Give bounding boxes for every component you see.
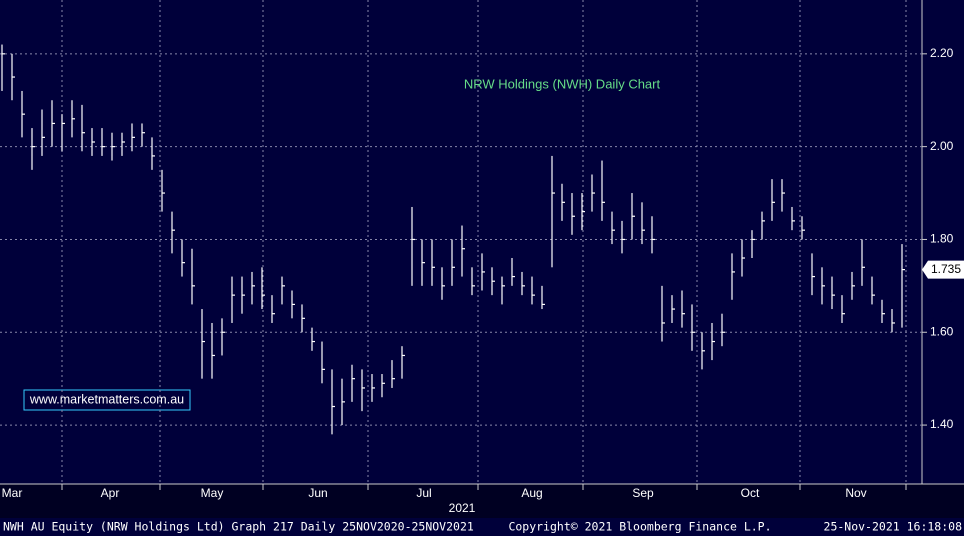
x-tick-label: Nov — [845, 486, 866, 500]
x-tick-label: Apr — [101, 486, 120, 500]
last-price-label: 1.735 — [931, 262, 961, 276]
y-tick-label: 1.80 — [930, 232, 954, 246]
last-price-box — [922, 260, 964, 279]
footer-center: Copyright© 2021 Bloomberg Finance L.P. — [508, 520, 771, 534]
y-tick-label: 2.20 — [930, 46, 954, 60]
footer-left: NWH AU Equity (NRW Holdings Ltd) Graph 2… — [3, 520, 474, 534]
x-tick-label: Jun — [308, 486, 327, 500]
x-tick-label: Mar — [2, 486, 23, 500]
chart-title: NRW Holdings (NWH) Daily Chart — [464, 76, 661, 91]
y-tick-label: 1.60 — [930, 324, 954, 338]
x-tick-label: May — [201, 486, 224, 500]
x-tick-label: Aug — [521, 486, 542, 500]
x-tick-label: Oct — [741, 486, 760, 500]
x-tick-label: Sep — [632, 486, 654, 500]
footer-right: 25-Nov-2021 16:18:08 — [824, 520, 963, 534]
y-tick-label: 1.40 — [930, 417, 954, 431]
year-label: 2021 — [449, 501, 476, 515]
y-tick-label: 2.00 — [930, 139, 954, 153]
watermark: www.marketmatters.com.au — [29, 392, 184, 406]
watermark-box — [23, 389, 191, 411]
x-axis-strip — [0, 484, 964, 518]
x-tick-label: Jul — [416, 486, 431, 500]
